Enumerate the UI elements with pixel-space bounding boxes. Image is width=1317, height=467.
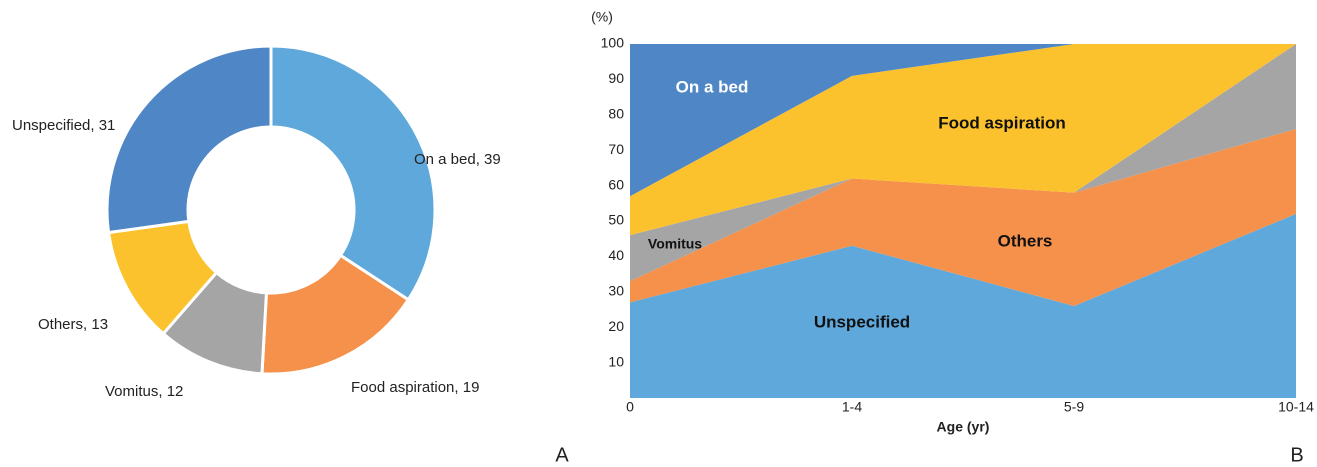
slice-label: On a bed, 39: [414, 151, 501, 168]
donut-slice: [260, 253, 411, 376]
area-layer: [630, 44, 1296, 282]
y-tick-label: 70: [608, 141, 624, 157]
series-label: Vomitus: [648, 236, 702, 252]
panel-label: B: [1290, 444, 1303, 466]
y-tick-label: 10: [608, 353, 624, 369]
y-tick-label: 60: [608, 176, 624, 192]
donut-slice: [105, 44, 273, 235]
donut-slice: [269, 44, 437, 302]
slice-label: Vomitus, 12: [105, 383, 183, 400]
x-tick-label: 5-9: [1064, 399, 1084, 415]
y-tick-label: 30: [608, 283, 624, 299]
series-label: On a bed: [676, 77, 749, 96]
slice-label: Others, 13: [38, 316, 108, 333]
series-label: Food aspiration: [938, 113, 1066, 132]
y-tick-label: 20: [608, 318, 624, 334]
slice-label: Food aspiration, 19: [351, 379, 479, 396]
y-tick-label: 80: [608, 106, 624, 122]
y-tick-label: 50: [608, 212, 624, 228]
area-layer: [630, 44, 1296, 236]
y-tick-label: 90: [608, 70, 624, 86]
x-tick-label: 0: [626, 399, 634, 415]
series-label: Unspecified: [814, 312, 910, 331]
y-tick-label: 100: [601, 35, 625, 51]
x-tick-label: 10-14: [1278, 399, 1314, 415]
series-label: Others: [998, 231, 1053, 250]
area-layer: [630, 44, 1296, 197]
y-unit: (%): [591, 9, 613, 25]
x-axis-label: Age (yr): [937, 419, 990, 435]
area-layer: [630, 128, 1296, 306]
x-tick-label: 1-4: [842, 399, 862, 415]
slice-label: Unspecified, 31: [12, 117, 115, 134]
y-tick-label: 40: [608, 247, 624, 263]
panel-label: A: [555, 444, 569, 466]
